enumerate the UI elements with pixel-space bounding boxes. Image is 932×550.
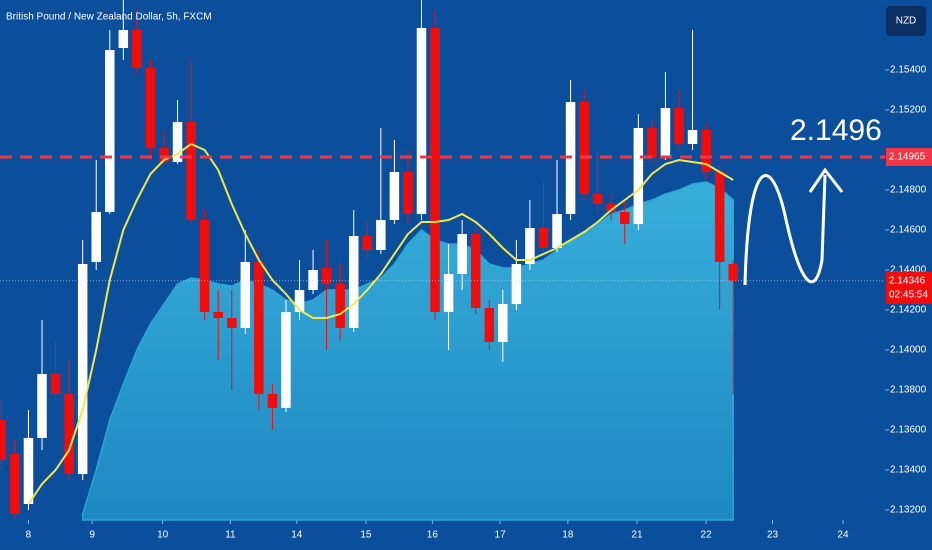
plot-area [0,0,889,524]
candle-body [416,28,427,214]
y-tick-label: 2.13600 [890,425,927,436]
x-tick-label: 16 [427,530,439,541]
level-label: 2.14965 [889,152,926,163]
candle-body [294,290,305,312]
candle-body [23,438,34,504]
y-tick-label: 2.13200 [890,505,927,516]
candle-body [484,308,495,342]
candle-body [376,220,386,250]
y-tick-label: 2.14600 [890,225,927,236]
arrow-head [808,167,844,193]
y-tick-label: 2.13400 [890,465,927,476]
y-tick-label: 2.15400 [890,65,927,76]
x-tick-label: 18 [562,530,574,541]
candle-body [145,68,156,148]
y-tick-label: 2.14800 [890,185,927,196]
candle-body [281,312,291,408]
x-tick-label: 21 [631,530,643,541]
candle-body [511,264,522,304]
candle-body [714,172,725,262]
last-price-label: 2.14346 [889,275,926,286]
candle-body [308,270,318,290]
candle-body [132,30,142,68]
candle-body [674,108,684,144]
candle-body [362,236,373,250]
annotation: 2.1496 [790,114,882,147]
candle-body [728,264,738,281]
x-tick-label: 22 [701,530,713,541]
candle-body [606,204,616,212]
x-tick-label: 17 [495,530,507,541]
candle-body [227,318,237,328]
candle-body [321,268,332,284]
candle-body [64,394,74,474]
last-price-tag [886,271,932,304]
x-tick-label: 9 [89,530,95,541]
candle-body [37,374,47,438]
candle-body [105,50,115,212]
x-tick-label: 23 [767,530,779,541]
y-tick-label: 2.14000 [890,345,927,356]
level-tag [886,148,932,166]
x-tick-label: 14 [291,530,303,541]
candle-body [254,262,264,394]
candle-body [403,172,413,214]
candle-body [77,264,88,474]
candle-body [443,274,454,312]
candle-body [660,108,671,158]
candle-body [240,262,251,328]
moving-average [27,142,734,505]
arrow-curve [743,174,827,286]
candle-body [213,312,223,318]
candle-body [457,234,467,274]
y-tick-label: 2.13800 [890,385,927,396]
area [81,181,734,521]
candle-body [620,212,630,224]
candle-body [0,420,7,460]
currency: NZD [896,16,917,27]
x-tick-label: 15 [360,530,372,541]
x-tick-label: 8 [26,530,32,541]
candle-body [335,284,345,328]
candle-body [552,214,562,248]
candle-body [91,212,101,262]
candle-body [267,394,278,408]
x-tick-label: 11 [225,530,236,541]
candle-body [579,102,589,194]
chart-title: British Pound / New Zealand Dollar, 5h, … [6,12,212,23]
candle-body [538,228,549,248]
x-tick-label: 24 [837,530,849,541]
candle-body [159,148,169,162]
candle-body [525,228,535,264]
candle-body [118,30,129,48]
candle-body [172,122,183,162]
candle-body [701,130,711,172]
candle-body [389,172,400,220]
candle-body [50,374,61,394]
candle-body [199,220,210,312]
candle-body [498,304,508,342]
y-tick-label: 2.14400 [890,265,927,276]
candle-body [687,130,698,144]
candle-body [647,128,657,158]
candle-body [633,128,644,224]
x-tick-label: 10 [157,530,169,541]
candle-body [470,234,481,308]
candle-body [348,236,359,328]
y-tick-label: 2.15200 [890,105,927,116]
candle-body [592,194,603,204]
countdown: 02:45:54 [889,289,928,300]
currency-box [886,6,926,36]
candle-body [10,454,20,514]
candle-body [186,122,196,220]
candle-body [430,28,440,312]
y-tick-label: 2.14200 [890,305,927,316]
